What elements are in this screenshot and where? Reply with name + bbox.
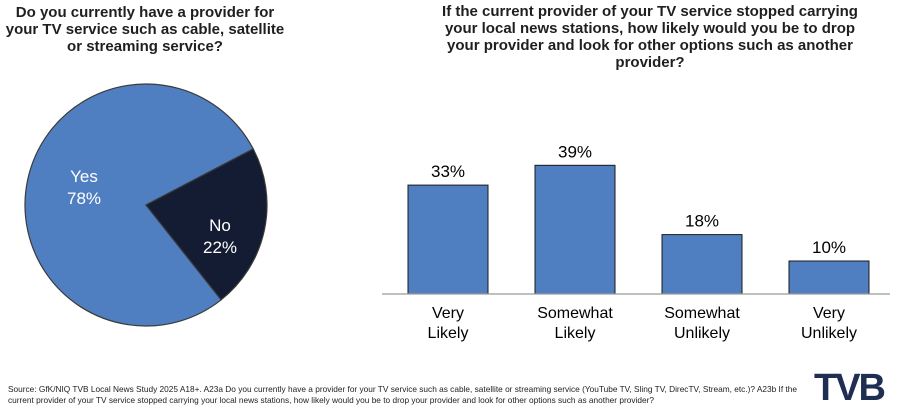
bar-category-label-1-1: Likely	[555, 325, 596, 342]
bar-value-label-1: 39%	[558, 142, 592, 161]
bar-3	[788, 260, 870, 295]
pie-label-yes: Yes	[70, 167, 98, 186]
bar-chart: 33% Very Likely 39% Somewhat Likely 18% Somewha…	[382, 142, 890, 342]
bar-category-label-1-0: Somewhat	[537, 305, 613, 322]
bar-value-label-0: 33%	[431, 162, 465, 181]
bar-category-label-3-0: Very	[813, 305, 845, 322]
pie-value-yes: 78%	[67, 189, 101, 208]
pie-chart-title: Do you currently have a provider for you…	[5, 4, 285, 55]
bar-category-label-0-0: Very	[432, 305, 464, 322]
bar-chart-title: If the current provider of your TV servi…	[442, 3, 858, 71]
bar-0	[407, 184, 489, 295]
pie-label-no: No	[209, 216, 231, 235]
bar-1	[534, 164, 616, 295]
bar-category-label-2-0: Somewhat	[664, 305, 740, 322]
bar-category-label-0-1: Likely	[428, 325, 469, 342]
bar-value-label-3: 10%	[812, 238, 846, 257]
tvb-logo: TVB	[814, 367, 886, 409]
pie-slice-yes	[24, 83, 255, 327]
bar-category-label-3-1: Unlikely	[801, 325, 857, 342]
pie-value-no: 22%	[203, 238, 237, 257]
source-note: Source: GfK/NIQ TVB Local News Study 202…	[8, 384, 797, 405]
pie-chart: Yes 78% No 22%	[24, 83, 268, 327]
bar-category-label-2-1: Unlikely	[674, 325, 730, 342]
bar-2	[661, 234, 743, 295]
bar-value-label-2: 18%	[685, 212, 719, 231]
pie-slice-no	[145, 148, 268, 301]
